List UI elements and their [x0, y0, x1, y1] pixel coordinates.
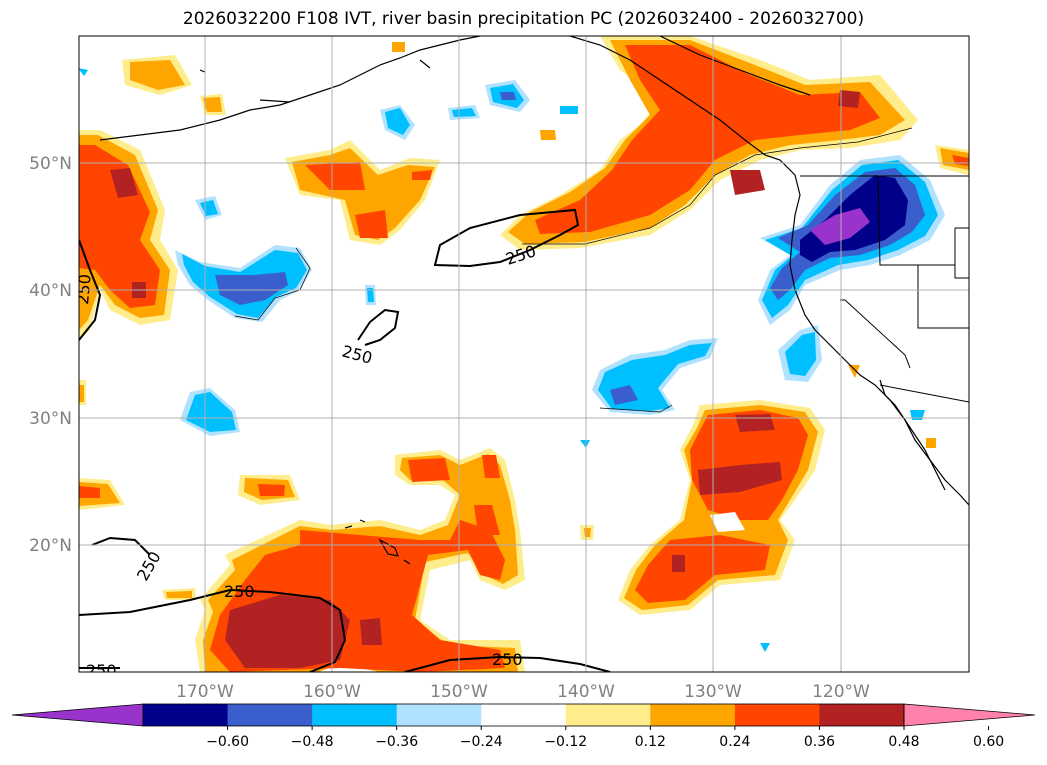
- colorbar-tick-label: −0.24: [460, 734, 503, 750]
- gridlines: [79, 36, 969, 672]
- longitude-labels: 170°W 160°W 150°W 140°W 130°W 120°W: [176, 682, 870, 702]
- colorbar-segment: [819, 704, 905, 726]
- colorbar: [11, 703, 1036, 727]
- coastlines: [99, 36, 969, 565]
- colorbar-tick-label: 0.48: [888, 734, 919, 750]
- colorbar-segment: [734, 704, 820, 726]
- colorbar-segment: [227, 704, 313, 726]
- latitude-labels: 50°N 40°N 30°N 20°N: [29, 154, 72, 556]
- colorbar-tick-label: −0.60: [206, 734, 249, 750]
- ivt-contours: [79, 208, 611, 672]
- colorbar-tick-label: −0.12: [544, 734, 587, 750]
- colorbar-tick-label: −0.48: [291, 734, 334, 750]
- colorbar-segment: [143, 704, 229, 726]
- colorbar-tick-label: 0.24: [719, 734, 750, 750]
- colorbar-tick-label: −0.36: [375, 734, 418, 750]
- colorbar-max-extension: [903, 703, 1036, 727]
- lon-label-150w: 150°W: [430, 682, 488, 702]
- ivt-label-4: 250: [133, 548, 165, 584]
- ivt-contour-labels: 250 250 250 250 250 250 250: [73, 241, 538, 680]
- lon-label-160w: 160°W: [303, 682, 361, 702]
- lon-label-130w: 130°W: [684, 682, 742, 702]
- lat-label-40n: 40°N: [29, 281, 72, 301]
- lat-label-50n: 50°N: [29, 154, 72, 174]
- precip-pc-shading: [79, 36, 969, 672]
- lon-label-170w: 170°W: [176, 682, 234, 702]
- lat-label-20n: 20°N: [29, 536, 72, 556]
- colorbar-segment: [481, 704, 567, 726]
- colorbar-tick-labels: −0.60 −0.48 −0.36 −0.24 −0.12 0.12 0.24 0.36 0.4…: [206, 726, 1004, 750]
- colorbar-tick-label: 0.36: [804, 734, 835, 750]
- lat-label-30n: 30°N: [29, 409, 72, 429]
- colorbar-segment: [312, 704, 398, 726]
- political-borders: [800, 175, 969, 403]
- ivt-label-2: 250: [340, 342, 374, 368]
- ivt-label-7: 250: [86, 661, 117, 680]
- ivt-label-6: 250: [492, 650, 523, 669]
- colorbar-segment: [650, 704, 736, 726]
- colorbar-min-extension: [11, 703, 144, 727]
- map-area: 250 250 250 250 250 250 250: [73, 36, 969, 680]
- lon-label-140w: 140°W: [557, 682, 615, 702]
- colorbar-tick-label: 0.12: [635, 734, 666, 750]
- map-frame: [78, 35, 970, 673]
- colorbar-tick-label: 0.60: [973, 734, 1004, 750]
- colorbar-segment: [396, 704, 482, 726]
- ivt-label-5: 250: [224, 582, 255, 601]
- map-title: 2026032200 F108 IVT, river basin precipi…: [182, 9, 865, 29]
- lon-label-120w: 120°W: [812, 682, 870, 702]
- ivt-label-3: 250: [73, 273, 95, 305]
- colorbar-outline: [142, 703, 905, 727]
- colorbar-segment: [565, 704, 651, 726]
